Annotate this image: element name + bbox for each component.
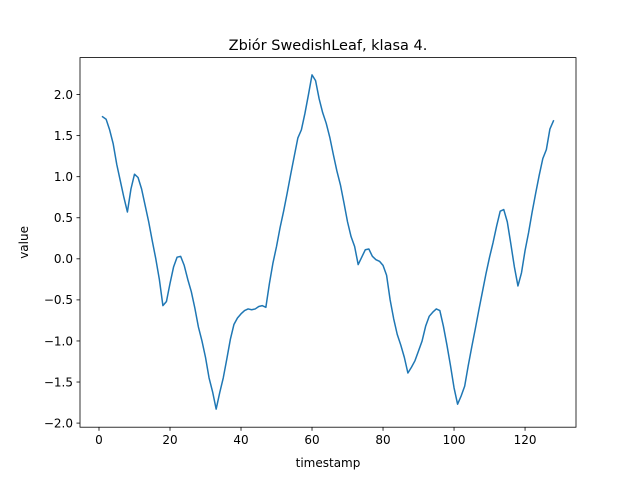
x-tick-label: 100	[443, 433, 466, 447]
chart-title: Zbiór SwedishLeaf, klasa 4.	[229, 38, 428, 54]
y-axis-label: value	[17, 226, 31, 259]
y-tick-label: 1.5	[54, 129, 73, 143]
y-tick-label: −0.5	[44, 293, 73, 307]
x-tick-label: 60	[304, 433, 319, 447]
y-tick-label: 1.0	[54, 170, 73, 184]
y-tick-label: 2.0	[54, 88, 73, 102]
y-tick-label: 0.5	[54, 211, 73, 225]
series-line	[101, 74, 555, 410]
y-tick-label: −2.0	[44, 416, 73, 430]
y-tick-label: 0.0	[54, 252, 73, 266]
x-tick-label: 80	[375, 433, 390, 447]
plot-area	[80, 57, 576, 428]
x-axis-ticks: 0 20 40 60 80 100 120	[95, 427, 537, 447]
x-tick-label: 40	[233, 433, 248, 447]
plot-frame	[79, 57, 577, 428]
x-tick-label: 0	[95, 433, 103, 447]
y-axis-ticks: −2.0 −1.5 −1.0 −0.5 0.0 0.5 1.0 1.5 2.0	[44, 88, 80, 430]
x-tick-label: 20	[162, 433, 177, 447]
y-tick-label: −1.0	[44, 334, 73, 348]
x-axis-label: timestamp	[296, 456, 361, 470]
x-tick-label: 120	[514, 433, 537, 447]
y-tick-label: −1.5	[44, 375, 73, 389]
